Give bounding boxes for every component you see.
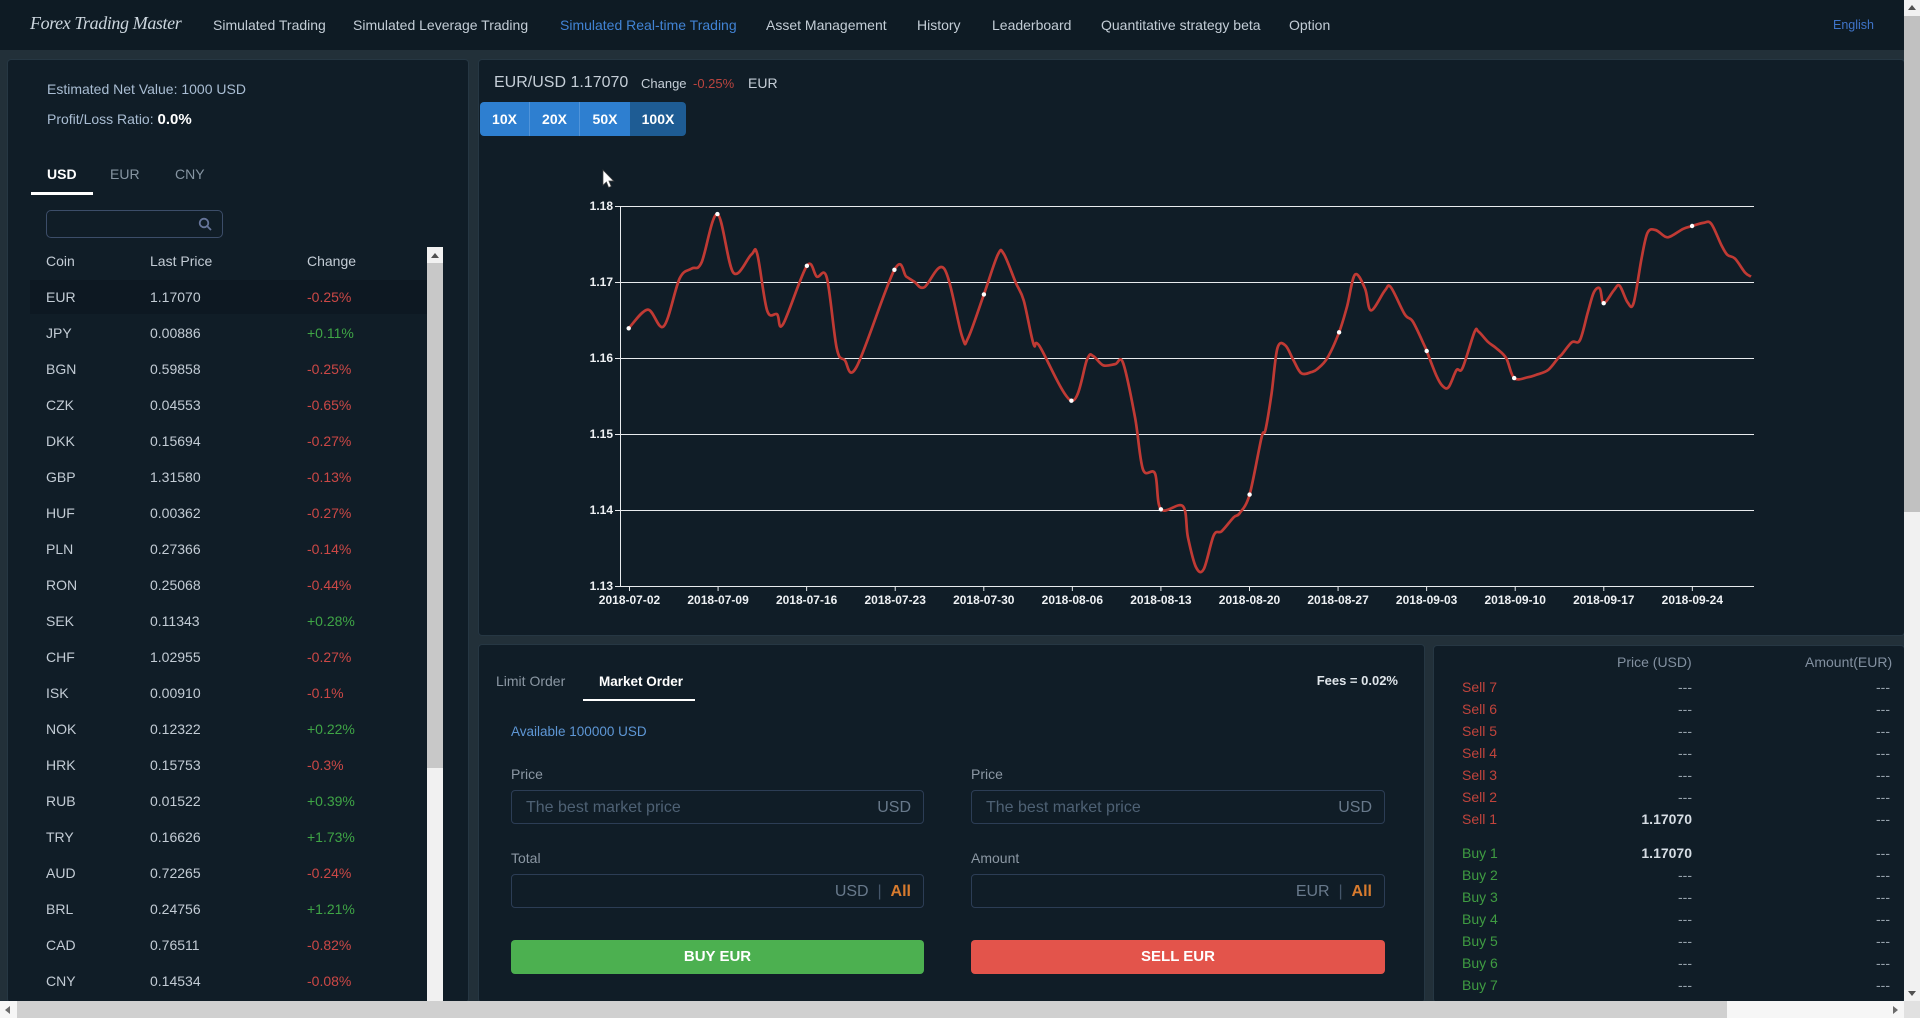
svg-text:2018-09-03: 2018-09-03 — [1396, 593, 1458, 607]
svg-text:2018-08-20: 2018-08-20 — [1219, 593, 1281, 607]
svg-text:2018-09-24: 2018-09-24 — [1662, 593, 1724, 607]
svg-text:2018-09-17: 2018-09-17 — [1573, 593, 1635, 607]
svg-text:1.13: 1.13 — [590, 579, 614, 593]
svg-text:2018-09-10: 2018-09-10 — [1485, 593, 1547, 607]
svg-text:2018-07-30: 2018-07-30 — [953, 593, 1015, 607]
svg-text:1.15: 1.15 — [590, 427, 614, 441]
svg-text:1.17: 1.17 — [590, 275, 614, 289]
svg-text:2018-08-27: 2018-08-27 — [1307, 593, 1369, 607]
svg-text:2018-08-13: 2018-08-13 — [1130, 593, 1192, 607]
svg-text:2018-08-06: 2018-08-06 — [1042, 593, 1104, 607]
svg-text:2018-07-09: 2018-07-09 — [687, 593, 749, 607]
svg-text:1.16: 1.16 — [590, 351, 614, 365]
svg-text:2018-07-02: 2018-07-02 — [599, 593, 661, 607]
svg-text:2018-07-16: 2018-07-16 — [776, 593, 838, 607]
svg-text:2018-07-23: 2018-07-23 — [865, 593, 927, 607]
svg-text:1.14: 1.14 — [590, 503, 614, 517]
svg-text:1.18: 1.18 — [590, 199, 614, 213]
